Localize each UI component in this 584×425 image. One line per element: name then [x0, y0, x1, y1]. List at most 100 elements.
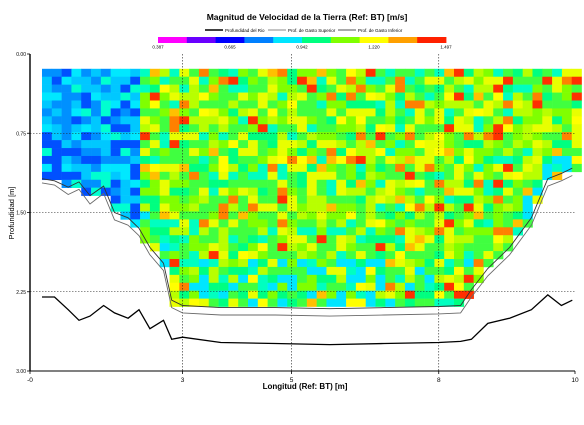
- heatmap-cell: [454, 100, 465, 109]
- heatmap-cell: [326, 179, 337, 188]
- heatmap-cell: [404, 298, 416, 307]
- heatmap-cell: [267, 148, 278, 157]
- heatmap-cell: [287, 211, 298, 220]
- heatmap-cell: [444, 211, 455, 220]
- heatmap-cell: [346, 211, 357, 220]
- heatmap-cell: [444, 282, 455, 291]
- heatmap-cell: [71, 124, 82, 133]
- heatmap-cell: [385, 274, 396, 284]
- heatmap-cell: [120, 100, 131, 109]
- heatmap-cell: [208, 108, 219, 117]
- heatmap-cell: [336, 274, 347, 284]
- heatmap-cell: [444, 140, 455, 149]
- heatmap-cell: [159, 187, 170, 196]
- heatmap-cell: [100, 84, 111, 93]
- heatmap-cell: [375, 171, 386, 181]
- heatmap-cell: [375, 116, 386, 125]
- colorbar-tick-label: 1.497: [440, 45, 452, 50]
- heatmap-cell: [238, 148, 249, 157]
- heatmap-cell: [228, 68, 239, 78]
- heatmap-cell: [189, 171, 200, 181]
- heatmap-cell: [198, 155, 210, 165]
- heatmap-cell: [179, 211, 190, 220]
- heatmap-cell: [208, 243, 219, 252]
- heatmap-cell: [179, 140, 190, 149]
- heatmap-cell: [238, 195, 249, 204]
- heatmap-cell: [512, 132, 523, 141]
- heatmap-cell: [454, 203, 465, 212]
- heatmap-cell: [91, 100, 102, 109]
- heatmap-cell: [179, 179, 190, 188]
- heatmap-cell: [51, 155, 62, 165]
- heatmap-cell: [434, 187, 445, 196]
- heatmap-cell: [228, 219, 239, 228]
- heatmap-cell: [208, 155, 219, 165]
- heatmap-cell: [267, 219, 278, 228]
- heatmap-cell: [267, 163, 278, 173]
- heatmap-cell: [375, 282, 386, 291]
- heatmap-cell: [248, 203, 259, 212]
- heatmap-cell: [61, 155, 72, 165]
- heatmap-cell: [375, 258, 386, 268]
- heatmap-cell: [542, 132, 553, 141]
- heatmap-cell: [512, 76, 523, 85]
- heatmap-cell: [238, 274, 249, 284]
- heatmap-cell: [130, 108, 141, 117]
- heatmap-cell: [189, 219, 200, 228]
- heatmap-cell: [503, 155, 514, 165]
- heatmap-cell: [493, 155, 504, 165]
- heatmap-cell: [454, 251, 465, 260]
- heatmap-cell: [493, 148, 504, 157]
- heatmap-cell: [434, 155, 445, 165]
- heatmap-cell: [61, 140, 72, 149]
- heatmap-cell: [189, 148, 200, 157]
- heatmap-cell: [189, 92, 200, 101]
- heatmap-cell: [346, 251, 357, 260]
- heatmap-cell: [198, 124, 210, 133]
- heatmap-cell: [120, 108, 131, 117]
- heatmap-cell: [326, 298, 337, 307]
- heatmap-cell: [395, 100, 406, 109]
- heatmap-cell: [395, 92, 406, 101]
- heatmap-cell: [571, 76, 582, 85]
- heatmap-cell: [41, 84, 53, 93]
- heatmap-cell: [473, 140, 484, 149]
- heatmap-cell: [336, 179, 347, 188]
- heatmap-cell: [110, 100, 121, 109]
- heatmap-cell: [463, 266, 474, 276]
- heatmap-cell: [336, 187, 347, 196]
- heatmap-cell: [71, 179, 82, 188]
- heatmap-cell: [140, 100, 151, 109]
- heatmap-cell: [532, 116, 543, 125]
- heatmap-cell: [503, 100, 514, 109]
- heatmap-cell: [257, 235, 268, 244]
- heatmap-cell: [395, 282, 406, 291]
- heatmap-cell: [61, 100, 72, 109]
- y-tick-label: 0.00: [16, 52, 26, 58]
- heatmap-cell: [532, 140, 543, 149]
- heatmap-cell: [463, 108, 474, 117]
- heatmap-cell: [493, 92, 504, 101]
- heatmap-cell: [365, 179, 376, 188]
- heatmap-cell: [444, 124, 455, 133]
- heatmap-cell: [228, 124, 239, 133]
- heatmap-cell: [503, 163, 514, 173]
- heatmap-cell: [169, 124, 180, 133]
- heatmap-cell: [552, 100, 563, 109]
- heatmap-cell: [189, 124, 200, 133]
- heatmap-cell: [424, 266, 435, 276]
- heatmap-cell: [287, 155, 298, 165]
- heatmap-cell: [120, 148, 131, 157]
- heatmap-cell: [483, 179, 494, 188]
- heatmap-cell: [336, 140, 347, 149]
- colorbar-swatch: [215, 37, 245, 43]
- heatmap-cell: [248, 235, 259, 244]
- heatmap-cell: [159, 124, 170, 133]
- heatmap-cell: [444, 258, 455, 268]
- heatmap-cell: [326, 282, 337, 291]
- heatmap-cell: [100, 116, 111, 125]
- heatmap-cell: [287, 290, 298, 299]
- heatmap-cell: [454, 290, 465, 299]
- heatmap-cell: [297, 195, 308, 204]
- heatmap-cell: [179, 148, 190, 157]
